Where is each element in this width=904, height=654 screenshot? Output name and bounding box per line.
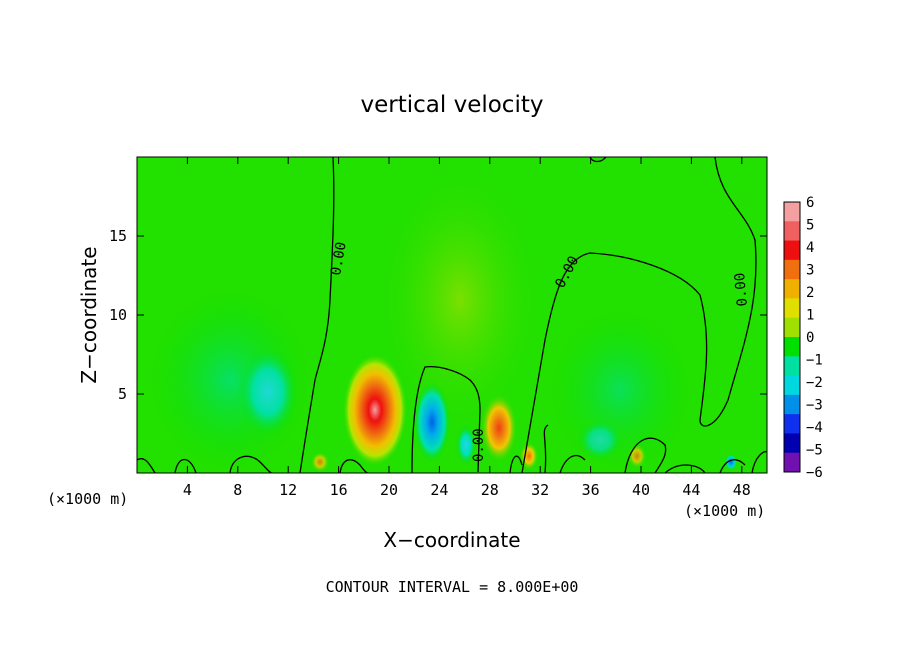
chart-title: vertical velocity: [361, 92, 544, 118]
colorbar-label: −4: [806, 420, 823, 436]
x-axis-label: X−coordinate: [383, 528, 520, 552]
contour-interval-footer: CONTOUR INTERVAL = 8.000E+00: [326, 578, 579, 596]
downdraft-cell-3: [456, 425, 476, 465]
colorbar-label: 3: [806, 263, 814, 279]
colorbar-swatch: [784, 279, 800, 299]
updraft-cell-2: [481, 394, 517, 462]
downdraft-cell-4: [725, 454, 737, 470]
x-tick-label: 4: [183, 481, 192, 499]
colorbar-swatch: [784, 202, 800, 222]
x-tick-label: 44: [682, 481, 700, 499]
colorbar-frame: [783, 201, 801, 473]
colorbar-label: 0: [806, 330, 814, 346]
colorbar-swatch: [784, 317, 800, 338]
downdraft-cell-5: [578, 420, 622, 460]
zero-contours: [137, 157, 767, 473]
x-unit-left: (×1000 m): [47, 490, 128, 508]
colorbar-swatch: [784, 356, 800, 377]
colorbar-label: −2: [806, 375, 823, 391]
colorbar-swatch: [784, 452, 800, 473]
zero-contour-arch: [521, 157, 757, 473]
colorbar-label: 1: [806, 308, 814, 324]
colorbar-label: 4: [806, 240, 814, 256]
colorbar-swatch: [784, 375, 800, 396]
field-shading: [150, 170, 737, 472]
zero-contour-middle: [411, 366, 481, 473]
x-tick-label: 12: [279, 481, 297, 499]
downdraft-cell-1: [238, 347, 298, 437]
colorbar-swatch: [784, 240, 800, 261]
colorbar-swatch: [784, 298, 800, 319]
x-tick-label: 8: [233, 481, 242, 499]
zero-contour-left: [299, 157, 335, 473]
colorbar-swatch: [784, 259, 800, 280]
updraft-cell-5: [628, 444, 646, 468]
colorbar-label: −3: [806, 398, 823, 414]
x-unit-right: (×1000 m): [684, 502, 765, 520]
updraft-plume-glow: [380, 170, 540, 430]
x-tick-label: 40: [632, 481, 650, 499]
x-tick-label: 48: [733, 481, 751, 499]
downdraft-cell-2: [414, 382, 450, 462]
y-tick-label: 10: [109, 306, 127, 324]
y-tick-label: 5: [118, 385, 127, 403]
contour-label-1: 0.00: [328, 241, 350, 277]
updraft-cell-3: [520, 442, 538, 470]
colorbar-label: −1: [806, 353, 823, 369]
plot-area: 0.00 0.00 0.00 0.00: [137, 157, 767, 473]
colorbar-swatch: [784, 394, 800, 415]
colorbar-label: 5: [806, 218, 814, 234]
colorbar: 6 5 4 3 2 1 0 −1 −2 −3 −4 −5 −6: [783, 195, 823, 481]
x-tick-label: 20: [380, 481, 398, 499]
colorbar-swatch: [784, 221, 800, 242]
contour-label-3: 0.00: [471, 428, 487, 462]
updraft-cell-4: [311, 452, 329, 472]
colorbar-label: 2: [806, 285, 814, 301]
x-tick-label: 24: [430, 481, 448, 499]
contour-label-4: 0.00: [732, 272, 751, 307]
x-tick-label: 28: [481, 481, 499, 499]
colorbar-swatch: [784, 433, 800, 454]
colorbar-swatch: [784, 414, 800, 434]
zero-contour-bumps: [137, 424, 767, 473]
colorbar-label: −6: [806, 465, 823, 481]
x-tick-label: 36: [582, 481, 600, 499]
colorbar-label: −5: [806, 443, 823, 459]
colorbar-label: 6: [806, 195, 814, 211]
x-tick-label: 16: [330, 481, 348, 499]
y-axis-ticks: 5 10 15: [109, 227, 767, 403]
updraft-cell-1: [343, 354, 407, 466]
x-axis-ticks: 4 8 12 16 20 24 28 32 36 40 44 48: [183, 157, 751, 499]
colorbar-swatch: [784, 337, 800, 357]
y-tick-label: 15: [109, 227, 127, 245]
y-axis-label: Z−coordinate: [77, 246, 101, 383]
x-tick-label: 32: [531, 481, 549, 499]
